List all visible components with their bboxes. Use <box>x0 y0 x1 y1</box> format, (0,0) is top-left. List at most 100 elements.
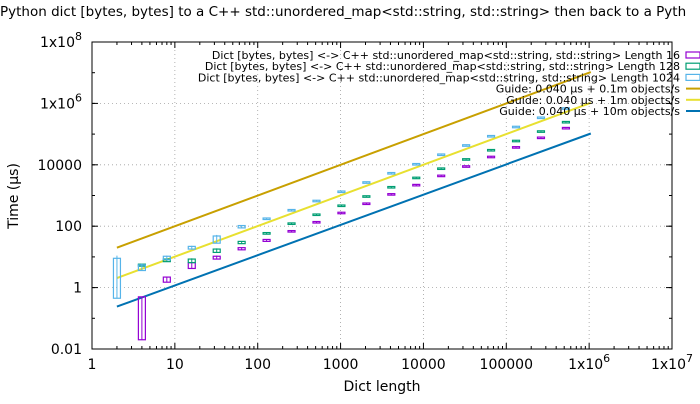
candlestick-0 <box>262 238 271 242</box>
candlestick-2 <box>536 116 546 120</box>
candlestick-2 <box>486 134 496 138</box>
legend-label: Dict [bytes, bytes] <-> C++ std::unorder… <box>198 71 680 84</box>
candlestick-box <box>287 229 296 233</box>
x-tick-label: 100 <box>244 357 271 373</box>
y-tick-label: 0.01 <box>51 342 82 358</box>
candlestick-box <box>362 181 371 184</box>
candlestick-2 <box>362 181 371 184</box>
candlestick-box <box>437 153 446 157</box>
candlestick-2 <box>437 153 446 157</box>
candlestick-box <box>511 146 521 149</box>
candlestick-box <box>187 245 196 250</box>
candlestick-0 <box>212 255 221 260</box>
candlestick-box <box>536 116 546 120</box>
candlestick-box <box>137 264 146 272</box>
candlestick-1 <box>536 130 546 133</box>
candlestick-box <box>511 139 521 143</box>
y-tick-label: 1x108 <box>40 30 82 51</box>
candlestick-box <box>287 208 296 212</box>
candlestick-1 <box>337 204 346 208</box>
legend-swatch-box <box>685 51 700 59</box>
candlestick-box <box>337 190 346 194</box>
candlestick-box <box>486 148 496 152</box>
legend-label: Guide: 0.040 µs + 0.1m objects/s <box>496 83 680 96</box>
candlestick-2 <box>287 208 296 212</box>
candlestick-box <box>212 235 221 244</box>
y-tick-label: 100 <box>55 219 82 235</box>
candlestick-0 <box>337 211 346 215</box>
legend: Dict [bytes, bytes] <-> C++ std::unorder… <box>198 49 700 118</box>
candlestick-2 <box>137 263 146 272</box>
legend-swatch-box <box>685 62 700 70</box>
candlestick-1 <box>262 231 271 235</box>
candlestick-box <box>412 176 421 180</box>
candlestick-0 <box>162 276 171 283</box>
candlestick-box <box>237 247 246 251</box>
guide-line-2 <box>116 132 592 308</box>
candlestick-2 <box>462 144 471 147</box>
candlestick-box <box>387 193 396 196</box>
candlestick-box <box>262 231 271 235</box>
x-tick-label: 1x106 <box>568 352 610 373</box>
candlestick-box <box>212 255 221 260</box>
y-axis-label: Time (µs) <box>6 163 22 230</box>
candlestick-2 <box>511 125 521 129</box>
candlestick-box <box>561 107 571 110</box>
candlestick-0 <box>387 193 396 196</box>
candlestick-1 <box>187 258 196 264</box>
candlestick-1 <box>237 240 246 245</box>
candlestick-box <box>387 171 396 175</box>
candlestick-0 <box>237 247 246 251</box>
candlestick-2 <box>262 217 271 221</box>
candlestick-box <box>237 240 246 245</box>
grid <box>92 42 672 349</box>
candlestick-box <box>561 120 571 124</box>
x-tick-label: 10 <box>166 357 184 373</box>
x-axis-label: Dict length <box>344 379 421 395</box>
candlestick-box <box>561 126 571 130</box>
candlestick-box <box>462 158 471 161</box>
candlestick-1 <box>412 176 421 180</box>
candlestick-box <box>437 167 446 171</box>
candlestick-box <box>337 204 346 208</box>
candlestick-box <box>137 296 146 341</box>
candlestick-box <box>312 220 321 224</box>
candlestick-box <box>486 134 496 138</box>
candlestick-0 <box>287 229 296 233</box>
candlestick-0 <box>137 296 146 341</box>
candlestick-0 <box>511 146 521 149</box>
x-tick-label: 10000 <box>401 357 446 373</box>
candlestick-2 <box>237 224 246 229</box>
candlestick-2 <box>561 107 571 110</box>
candlestick-0 <box>536 136 546 140</box>
y-tick-label: 1x106 <box>40 91 82 112</box>
legend-label: Dict [bytes, bytes] <-> C++ std::unorder… <box>205 60 680 73</box>
legend-label: Guide: 0.040 µs + 1m objects/s <box>506 94 680 107</box>
candlestick-box <box>462 144 471 147</box>
candlestick-1 <box>212 248 221 254</box>
candlestick-box <box>362 202 371 206</box>
x-tick-label: 1 <box>88 357 97 373</box>
candlestick-box <box>536 130 546 133</box>
guide-line-1 <box>116 101 592 280</box>
axis-ticks: 1 10 100 1000 10000 100000 1x106 1x107 0.01 1 100 1… <box>37 30 693 373</box>
candlestick-1 <box>287 222 296 226</box>
candlestick-box <box>412 162 421 166</box>
candlestick-0 <box>486 155 496 159</box>
y-tick-label: 10000 <box>37 158 82 174</box>
candlestick-box <box>162 255 171 261</box>
x-tick-label: 1x107 <box>651 352 693 373</box>
candlestick-0 <box>412 183 421 187</box>
candlestick-box <box>412 183 421 187</box>
candlestick-1 <box>312 213 321 217</box>
candlestick-box <box>362 195 371 198</box>
candlestick-2 <box>187 245 196 250</box>
candlestick-1 <box>462 158 471 161</box>
x-tick-label: 100000 <box>480 357 533 373</box>
candlestick-2 <box>312 199 321 203</box>
guide-lines <box>116 71 592 308</box>
candlestick-box <box>337 211 346 215</box>
candlestick-box <box>237 224 246 229</box>
